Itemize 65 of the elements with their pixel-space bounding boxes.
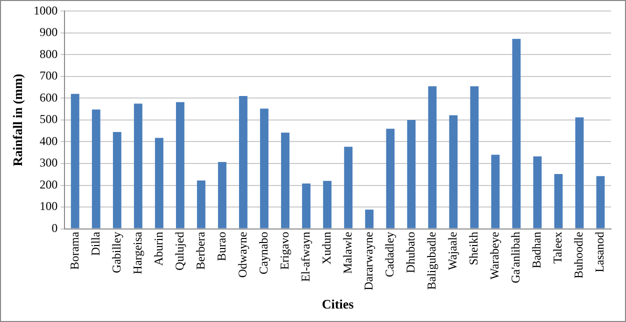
y-tick-label: 500: [40, 112, 58, 126]
y-axis-title: Rainfall in (mm): [10, 74, 26, 166]
bar: [196, 180, 206, 228]
bar: [218, 162, 226, 228]
y-tick-label: 700: [40, 68, 58, 83]
x-tick-label: Wajaale: [446, 232, 460, 270]
bar: [470, 86, 479, 228]
x-tick-label: Badhan: [530, 232, 544, 268]
x-tick-label: Dhubato: [404, 232, 418, 274]
bar: [281, 132, 290, 228]
bar: [323, 180, 332, 228]
x-tick-label: Odwayne: [235, 232, 250, 278]
x-tick-label: Qulujed: [172, 232, 186, 270]
x-tick-label: Caynabo: [256, 232, 270, 274]
bar: [428, 86, 437, 228]
bar: [386, 128, 395, 228]
bar: [554, 174, 563, 228]
x-tick-label: Sheikh: [466, 232, 481, 266]
bar: [112, 132, 122, 228]
x-tick-label: Borama: [67, 231, 82, 270]
bar: [302, 184, 310, 228]
x-tick-label: Warabeye: [488, 232, 502, 280]
bar: [449, 115, 458, 228]
x-axis-title: Cities: [322, 296, 354, 312]
bar: [134, 104, 142, 228]
x-tick-label: Ga'anlibah: [508, 232, 523, 284]
bar: [596, 176, 605, 228]
bar: [176, 102, 184, 228]
x-tick-label: Lasanod: [592, 232, 607, 272]
y-tick-label: 100: [40, 199, 58, 214]
x-tick-label: Buhoodle: [572, 232, 586, 278]
y-tick-label: 1000: [34, 3, 58, 18]
x-tick-label: Baligubadle: [424, 232, 439, 290]
x-tick-label: Burao: [214, 232, 228, 262]
y-tick-label: 400: [40, 134, 58, 148]
x-tick-label: Dararwayne: [361, 232, 376, 290]
y-tick-label: 600: [40, 90, 58, 104]
bar: [70, 94, 80, 228]
bar: [365, 210, 374, 228]
x-tick-label: Malawle: [340, 232, 354, 274]
y-tick-label: 200: [40, 177, 58, 192]
bar: [260, 108, 268, 228]
x-tick-label: Aburin: [151, 232, 166, 266]
x-tick-label: El-afwayn: [298, 232, 312, 282]
bar: [407, 120, 416, 228]
x-tick-label: Dilla: [88, 231, 102, 256]
bar: [491, 154, 500, 228]
bar: [344, 146, 353, 228]
y-tick-label: 800: [40, 46, 58, 61]
x-tick-label: Taleex: [550, 232, 565, 264]
bar: [239, 96, 248, 228]
y-tick-label: 300: [40, 156, 58, 170]
x-tick-label: Gabilley: [109, 232, 124, 274]
bar: [154, 138, 164, 228]
y-tick-label: 900: [40, 25, 58, 40]
x-tick-label: Hargeisa: [130, 231, 144, 274]
y-tick-label: 0: [52, 220, 58, 235]
x-tick-label: Erigavo: [277, 232, 292, 270]
x-tick-label: Berbera: [193, 231, 208, 270]
bar: [92, 110, 100, 228]
bar: [533, 156, 542, 228]
x-tick-label: Xudun: [319, 232, 334, 264]
bar: [575, 117, 584, 228]
bar: [512, 38, 521, 228]
x-tick-label: Cadadley: [382, 232, 396, 278]
